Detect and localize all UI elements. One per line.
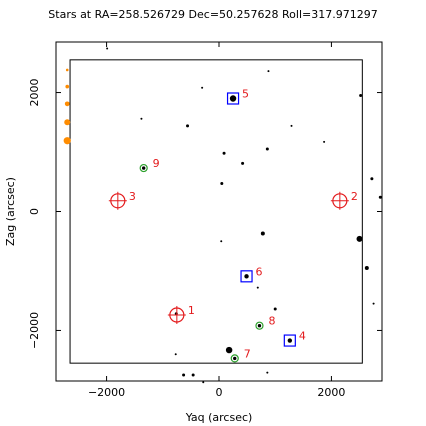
acq-circle (230, 354, 239, 363)
star-point (220, 182, 224, 186)
guide-box (283, 334, 296, 347)
marker-label: 2 (351, 190, 358, 203)
magnitude-scale-dot (64, 101, 70, 107)
y-tick-label: 0 (28, 208, 41, 215)
marker-label: 9 (153, 157, 160, 170)
x-tick-label: 2000 (317, 386, 345, 399)
star-point (323, 140, 326, 143)
star-point (290, 124, 293, 127)
chart-title: Stars at RA=258.526729 Dec=50.257628 Rol… (48, 8, 377, 21)
star-point (225, 346, 233, 354)
star-point (222, 151, 226, 155)
guide-star (244, 274, 249, 279)
y-axis-label: Zag (arcsec) (4, 177, 17, 246)
x-axis-ticks: −2000 0 2000 (88, 42, 345, 399)
ccd-boundary-box (69, 59, 363, 364)
star-point (256, 286, 259, 289)
acq-star (257, 323, 262, 328)
fid-marker-3: 3 (108, 190, 136, 210)
guide-box (240, 270, 253, 283)
y-tick-label: −2000 (28, 312, 41, 349)
star-point (273, 307, 277, 311)
marker-label: 5 (242, 88, 249, 101)
marker-label: 4 (299, 330, 306, 343)
star-point (266, 371, 269, 374)
star-point (220, 240, 223, 243)
star-point (267, 70, 270, 73)
acq-marker-7: 7 (230, 347, 251, 363)
star-point (140, 117, 143, 120)
guide-star (229, 95, 237, 102)
star-point (201, 86, 204, 89)
magnitude-scale-dot (63, 137, 71, 145)
star-point (241, 161, 245, 165)
marker-label: 7 (244, 347, 251, 360)
star-point (174, 353, 177, 356)
acq-marker-8: 8 (255, 315, 275, 330)
star-points (106, 47, 382, 384)
marker-label: 3 (129, 190, 136, 203)
star-point (260, 231, 265, 236)
star-point (378, 195, 382, 199)
fid-marker-1: 1 (167, 304, 195, 324)
star-point (186, 124, 190, 128)
star-point (364, 266, 369, 270)
star-point (106, 47, 109, 50)
magnitude-scale-dot (65, 84, 70, 89)
guide-marker-5: 5 (226, 88, 249, 105)
star-point (265, 147, 269, 151)
star-point (372, 302, 375, 305)
marker-label: 6 (256, 265, 263, 278)
magnitude-scale (63, 68, 71, 145)
guide-box (226, 92, 240, 105)
star-point (191, 373, 195, 377)
star-point (370, 177, 374, 181)
magnitude-scale-dot (65, 68, 69, 72)
x-axis-label: Yaq (arcsec) (185, 411, 253, 424)
fid-marker-2: 2 (330, 190, 358, 210)
guide-marker-4: 4 (283, 330, 306, 347)
y-axis-ticks: −2000 0 2000 (28, 79, 382, 349)
marker-label: 1 (188, 304, 195, 317)
acq-marker-9: 9 (139, 157, 160, 173)
acq-star (141, 166, 146, 170)
star-point (202, 381, 205, 384)
marker-label: 8 (268, 315, 275, 328)
acq-circle (139, 163, 148, 173)
acq-star (233, 356, 237, 361)
star-point (359, 94, 363, 98)
x-tick-label: 0 (216, 386, 223, 399)
plot-frame (55, 41, 383, 382)
guide-star (287, 338, 293, 343)
catalog-markers: 1 2 3 4 5 6 7 8 9 (108, 88, 358, 363)
y-tick-label: 2000 (28, 79, 41, 107)
star-point (182, 373, 186, 377)
star-point (356, 235, 363, 242)
acq-circle (255, 321, 264, 330)
guide-marker-6: 6 (240, 265, 263, 283)
magnitude-scale-dot (64, 119, 71, 126)
x-tick-label: −2000 (88, 386, 125, 399)
